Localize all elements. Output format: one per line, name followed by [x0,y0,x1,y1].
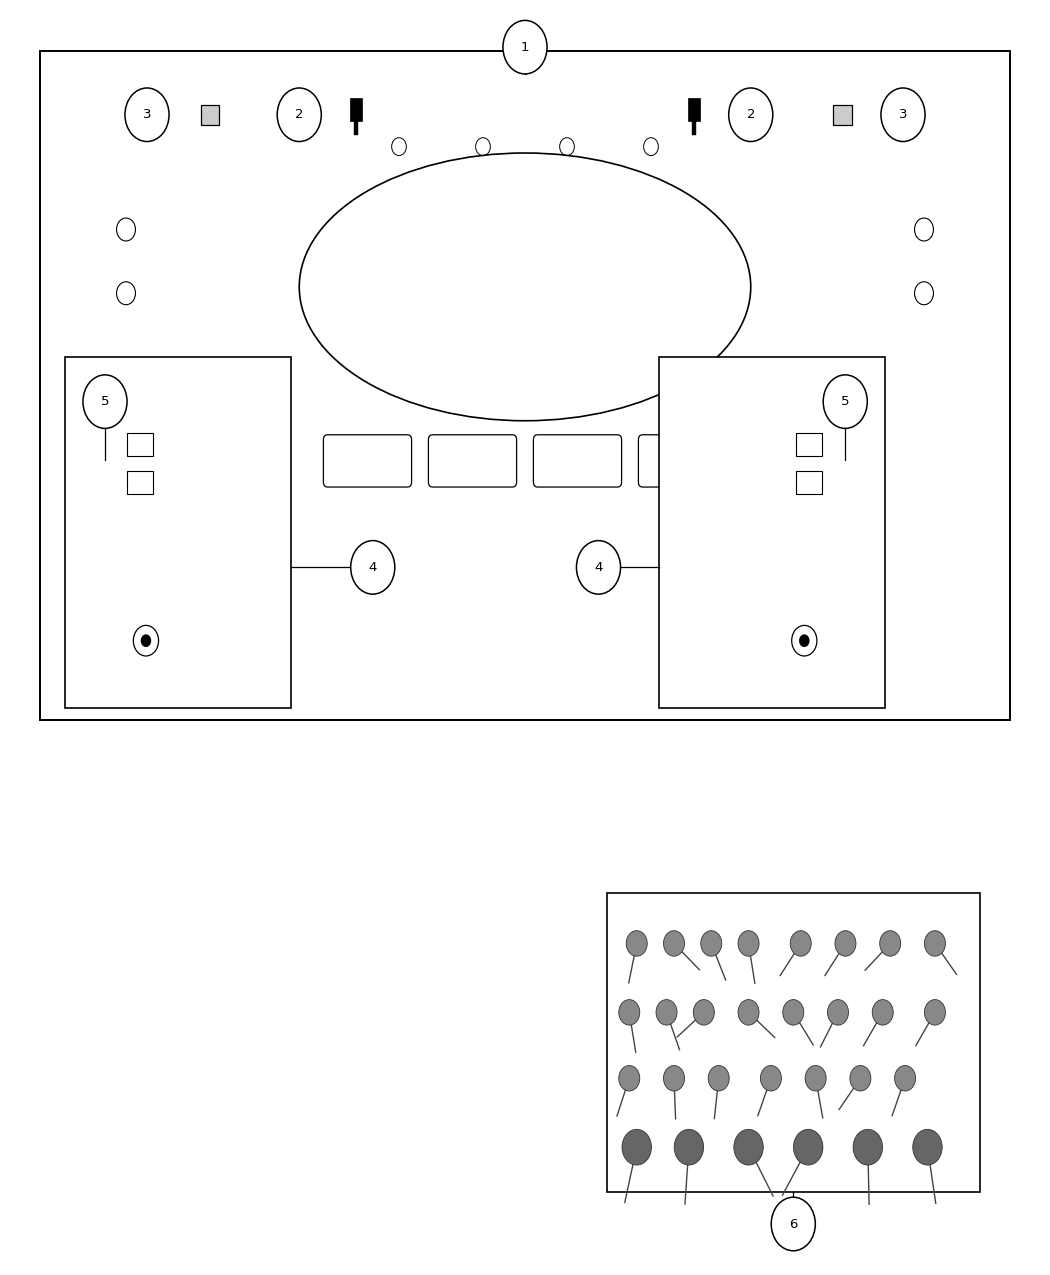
Bar [796,432,822,455]
Text: 4: 4 [594,561,603,574]
Circle shape [771,1197,815,1251]
Polygon shape [110,153,257,472]
Text: 4: 4 [369,561,377,574]
Circle shape [693,1000,714,1025]
Polygon shape [194,121,856,153]
Polygon shape [793,153,940,472]
Bar [354,120,358,135]
Bar [127,432,153,455]
Bar [201,105,219,125]
Circle shape [738,931,759,956]
Bar [692,120,696,135]
Bar [659,357,885,708]
Circle shape [83,375,127,428]
Polygon shape [131,140,278,255]
FancyBboxPatch shape [533,435,622,487]
Circle shape [618,1066,639,1091]
FancyBboxPatch shape [638,435,727,487]
Circle shape [912,1130,942,1165]
FancyBboxPatch shape [428,435,517,487]
Bar [688,98,700,121]
Circle shape [881,88,925,142]
Circle shape [351,541,395,594]
Text: 3: 3 [143,108,151,121]
Circle shape [853,1130,883,1165]
Bar [350,98,362,121]
Text: 5: 5 [101,395,109,408]
Text: 6: 6 [790,1218,797,1230]
FancyBboxPatch shape [323,435,412,487]
Circle shape [125,88,169,142]
Circle shape [760,1066,781,1091]
Circle shape [823,375,867,428]
Bar [833,105,852,125]
Circle shape [141,635,151,648]
Text: 5: 5 [841,395,849,408]
Circle shape [827,1000,848,1025]
Circle shape [503,20,547,74]
Bar [127,470,153,495]
Circle shape [674,1130,704,1165]
Circle shape [791,931,812,956]
Circle shape [700,931,721,956]
Circle shape [708,1066,729,1091]
Circle shape [618,1000,639,1025]
Polygon shape [215,427,835,491]
Text: 2: 2 [295,108,303,121]
Circle shape [734,1130,763,1165]
Circle shape [873,1000,894,1025]
Circle shape [664,1066,685,1091]
Circle shape [576,541,621,594]
Bar [607,892,980,1192]
Circle shape [794,1130,823,1165]
Circle shape [664,931,685,956]
Text: 3: 3 [899,108,907,121]
Circle shape [799,635,810,648]
Circle shape [277,88,321,142]
Circle shape [895,1066,916,1091]
Circle shape [626,931,647,956]
Text: 1: 1 [521,41,529,54]
Bar [65,357,291,708]
Bar [40,51,1010,720]
Text: 2: 2 [747,108,755,121]
Circle shape [656,1000,677,1025]
Circle shape [738,1000,759,1025]
Circle shape [622,1130,651,1165]
Circle shape [924,931,945,956]
Circle shape [880,931,901,956]
Ellipse shape [299,153,751,421]
Circle shape [835,931,856,956]
Circle shape [782,1000,804,1025]
Circle shape [924,1000,945,1025]
Bar [796,470,822,495]
Circle shape [805,1066,826,1091]
Circle shape [849,1066,870,1091]
Polygon shape [772,140,919,255]
Circle shape [729,88,773,142]
